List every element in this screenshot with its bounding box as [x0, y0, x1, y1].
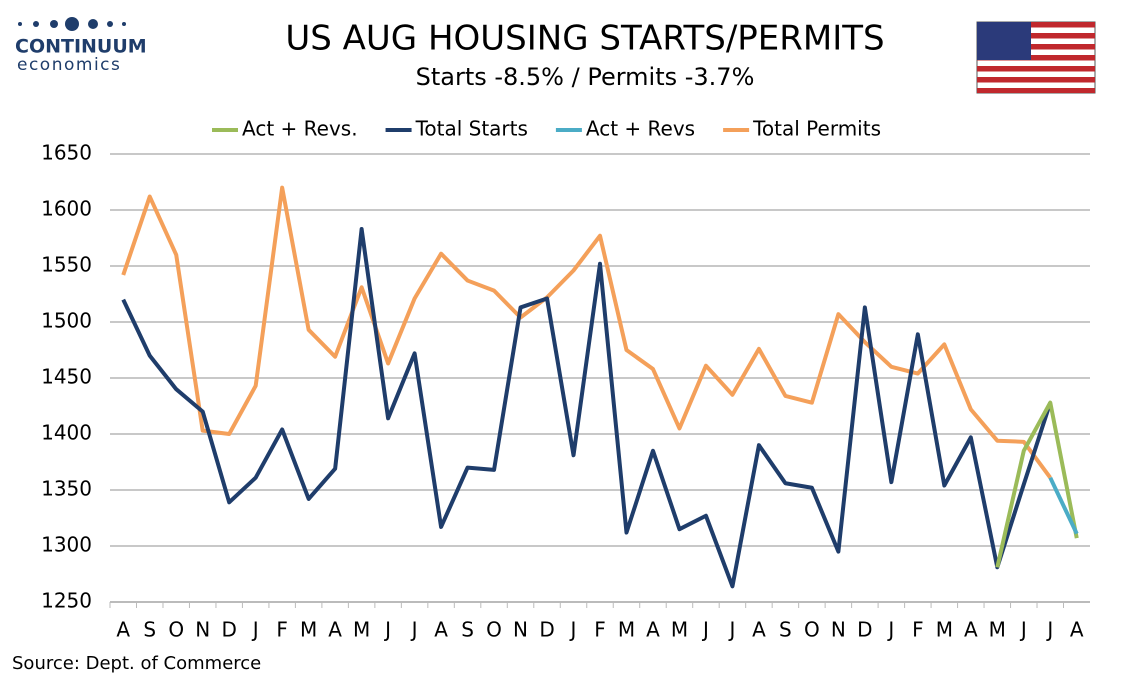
x-tick-label: J [569, 618, 577, 642]
x-tick-label: M [618, 618, 635, 642]
series-line [995, 400, 1079, 568]
x-tick-label: A [646, 618, 660, 642]
x-tick-label: J [727, 618, 735, 642]
flag [976, 21, 1096, 94]
series-line [121, 227, 1053, 589]
x-tick-label: J [701, 618, 709, 642]
x-tick-label: S [143, 618, 156, 642]
x-tick-label: M [936, 618, 953, 642]
legend-label: Act + Revs [586, 117, 695, 141]
x-tick-label: A [328, 618, 342, 642]
x-tick-label: S [461, 618, 474, 642]
x-tick-label: D [857, 618, 872, 642]
series-line [1048, 476, 1079, 535]
logo-tagline: economics [17, 55, 121, 75]
x-tick-label: O [168, 618, 184, 642]
x-tick-label: N [831, 618, 846, 642]
x-tick-label: A [434, 618, 448, 642]
y-tick-label: 1350 [41, 477, 92, 501]
x-tick-label: M [989, 618, 1006, 642]
x-tick-label: J [410, 618, 418, 642]
x-tick-label: D [221, 618, 236, 642]
y-tick-label: 1450 [41, 365, 92, 389]
x-tick-label: F [912, 618, 924, 642]
x-tick-label: M [353, 618, 370, 642]
y-tick-label: 1300 [41, 533, 92, 557]
x-tick-label: M [671, 618, 688, 642]
x-tick-label: F [276, 618, 288, 642]
x-tick-label: J [1019, 618, 1027, 642]
logo-name: CONTINUUM [15, 36, 147, 58]
y-tick-label: 1400 [41, 421, 92, 445]
x-tick-label: D [539, 618, 554, 642]
y-tick-label: 1650 [41, 141, 92, 165]
x-tick-label: M [300, 618, 317, 642]
chart-subtitle: Starts -8.5% / Permits -3.7% [416, 63, 755, 91]
x-tick-label: O [486, 618, 502, 642]
chart-title: US AUG HOUSING STARTS/PERMITS [285, 19, 884, 59]
x-tick-label: O [804, 618, 820, 642]
x-tick-label: S [779, 618, 792, 642]
x-tick-label: J [1045, 618, 1053, 642]
legend-label: Total Permits [752, 117, 881, 141]
legend-label: Act + Revs. [242, 117, 358, 141]
x-tick-label: F [594, 618, 606, 642]
series-line [121, 185, 1052, 479]
legend-label: Total Starts [415, 117, 528, 141]
logo: CONTINUUM economics [15, 17, 147, 75]
y-tick-label: 1550 [41, 253, 92, 277]
source: Source: Dept. of Commerce [12, 653, 261, 674]
x-tick-label: A [752, 618, 766, 642]
y-tick-label: 1600 [41, 197, 92, 221]
y-tick-label: 1250 [41, 589, 92, 613]
x-tick-label: J [251, 618, 259, 642]
x-tick-label: J [383, 618, 391, 642]
x-tick-label: N [513, 618, 528, 642]
x-tick-label: A [964, 618, 978, 642]
x-tick-label: A [1070, 618, 1084, 642]
y-tick-label: 1500 [41, 309, 92, 333]
x-tick-label: A [116, 618, 130, 642]
x-tick-label: J [886, 618, 894, 642]
x-tick-label: N [195, 618, 210, 642]
